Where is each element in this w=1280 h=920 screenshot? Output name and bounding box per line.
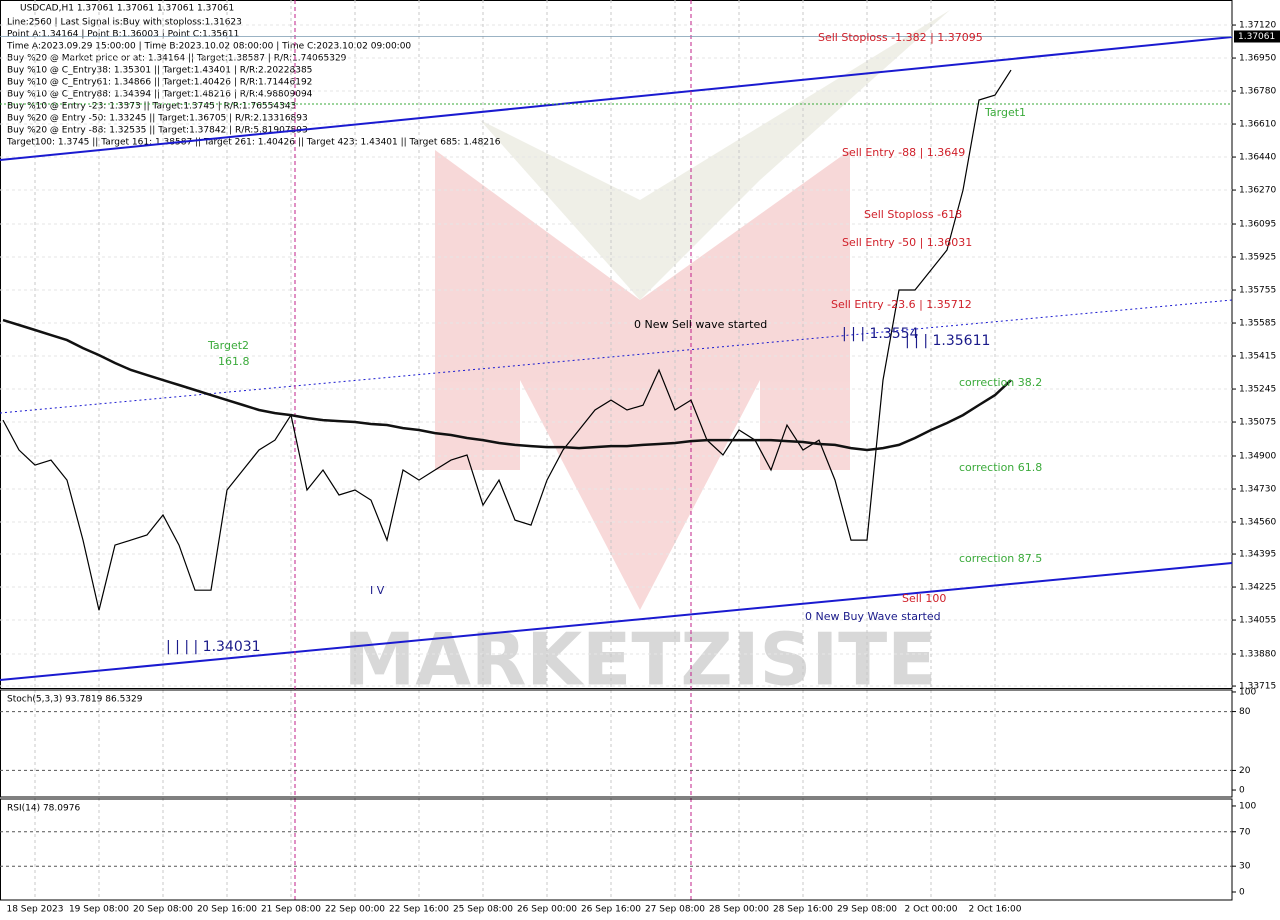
- x-tick-label: 26 Sep 16:00: [581, 905, 641, 915]
- x-tick-label: 26 Sep 00:00: [517, 905, 577, 915]
- annotation: | | | 1.35611: [905, 333, 990, 349]
- y-tick-label: 0: [1239, 786, 1245, 796]
- annotation: Sell Stoploss -1.382 | 1.37095: [818, 31, 983, 44]
- y-tick-label: 1.34055: [1239, 616, 1276, 626]
- annotation: 161.8: [218, 355, 250, 368]
- annotation: Sell Stoploss -618: [864, 208, 962, 221]
- annotation: correction 61.8: [959, 461, 1042, 474]
- y-tick-label: 70: [1239, 827, 1251, 837]
- annotation: Sell Entry -88 | 1.3649: [842, 146, 965, 159]
- y-tick-label: 1.34225: [1239, 583, 1276, 593]
- indicator-panel: [0, 689, 1233, 798]
- y-tick-label: 100: [1239, 801, 1256, 811]
- info-line: Time A:2023.09.29 15:00:00 | Time B:2023…: [6, 42, 411, 52]
- info-line: Buy %10 @ C_Entry38: 1.35301 || Target:1…: [7, 66, 312, 76]
- indicator-name: RSI(14) 78.0976: [7, 804, 80, 814]
- y-tick-label: 80: [1239, 707, 1251, 717]
- annotation: Target2: [207, 339, 249, 352]
- x-tick-label: 28 Sep 00:00: [709, 905, 769, 915]
- y-tick-label: 1.36950: [1239, 54, 1276, 64]
- info-line: Buy %10 @ C_Entry88: 1.34394 || Target:1…: [7, 90, 313, 100]
- channel-lower: [0, 562, 1233, 681]
- x-tick-label: 20 Sep 08:00: [133, 905, 193, 915]
- x-tick-label: 27 Sep 08:00: [645, 905, 705, 915]
- annotation: | | | 1.3554: [842, 326, 919, 342]
- watermark-logo: [435, 10, 950, 610]
- y-tick-label: 20: [1239, 766, 1251, 776]
- info-line: Buy %10 @ Entry -23: 1.3373 || Target:1.…: [7, 102, 296, 112]
- info-line: Buy %10 @ C_Entry61: 1.34866 || Target:1…: [7, 78, 312, 88]
- y-tick-label: 1.36610: [1239, 120, 1276, 130]
- y-tick-label: 1.37120: [1239, 21, 1276, 31]
- price-line: [2, 69, 1012, 611]
- y-tick-label: 1.33715: [1239, 682, 1276, 692]
- x-tick-label: 2 Oct 00:00: [905, 905, 958, 915]
- moving-average: [2, 318, 1012, 452]
- y-tick-label: 100: [1239, 687, 1256, 697]
- y-tick-label: 1.35245: [1239, 385, 1276, 395]
- y-tick-label: 1.35415: [1239, 352, 1276, 362]
- x-tick-label: 29 Sep 08:00: [837, 905, 897, 915]
- x-tick-label: 25 Sep 08:00: [453, 905, 513, 915]
- y-tick-label: 1.35925: [1239, 253, 1276, 263]
- y-tick-label: 1.35755: [1239, 286, 1276, 296]
- info-line: Point A:1.34164 | Point B:1.36003 | Poin…: [7, 30, 239, 40]
- y-tick-label: 1.34730: [1239, 485, 1276, 495]
- x-tick-label: 28 Sep 16:00: [773, 905, 833, 915]
- y-tick-label: 1.34395: [1239, 550, 1276, 560]
- x-tick-label: 22 Sep 16:00: [389, 905, 449, 915]
- y-tick-label: 1.36780: [1239, 87, 1276, 97]
- indicator-name: Stoch(5,3,3) 93.7819 86.5329: [7, 695, 143, 705]
- y-tick-label: 1.35075: [1239, 418, 1276, 428]
- info-line: Buy %20 @ Entry -50: 1.33245 || Target:1…: [7, 114, 308, 124]
- annotation: 0 New Buy Wave started: [805, 610, 941, 623]
- channel-upper: [0, 36, 1233, 161]
- annotation: correction 38.2: [959, 376, 1042, 389]
- current-price-box: [1234, 30, 1280, 43]
- info-line: Target100: 1.3745 || Target 161: 1.38587…: [6, 138, 501, 148]
- y-tick-label: 0: [1239, 887, 1245, 897]
- y-tick-label: 1.34560: [1239, 518, 1276, 528]
- current-price-label: 1.37061: [1238, 32, 1275, 42]
- main-panel: [0, 0, 1233, 689]
- info-line: Line:2560 | Last Signal is:Buy with stop…: [7, 18, 242, 28]
- annotation: I V: [370, 584, 385, 597]
- annotation: 0 New Sell wave started: [634, 318, 767, 331]
- y-tick-label: 1.36440: [1239, 153, 1276, 163]
- y-tick-label: 1.36270: [1239, 186, 1276, 196]
- annotation: Sell Entry -50 | 1.36031: [842, 236, 972, 249]
- annotation: correction 87.5: [959, 552, 1042, 565]
- x-tick-label: 22 Sep 00:00: [325, 905, 385, 915]
- y-tick-label: 1.35585: [1239, 319, 1276, 329]
- y-tick-label: 1.33880: [1239, 650, 1276, 660]
- chart-header: USDCAD,H1 1.37061 1.37061 1.37061 1.3706…: [20, 4, 234, 14]
- x-tick-label: 21 Sep 08:00: [261, 905, 321, 915]
- x-tick-label: 18 Sep 2023: [6, 905, 63, 915]
- annotation: | | | | 1.34031: [166, 639, 261, 655]
- x-tick-label: 20 Sep 16:00: [197, 905, 257, 915]
- y-tick-label: 30: [1239, 862, 1251, 872]
- x-tick-label: 2 Oct 16:00: [969, 905, 1022, 915]
- watermark: MARKETZISITE: [344, 618, 937, 702]
- annotation: Sell Entry -23.6 | 1.35712: [831, 298, 972, 311]
- y-tick-label: 1.34900: [1239, 452, 1276, 462]
- x-tick-label: 19 Sep 08:00: [69, 905, 129, 915]
- annotation: Sell 100: [902, 592, 946, 605]
- info-line: Buy %20 @ Entry -88: 1.32535 || Target:1…: [7, 126, 308, 136]
- y-tick-label: 1.36095: [1239, 220, 1276, 230]
- annotation: Target1: [984, 106, 1026, 119]
